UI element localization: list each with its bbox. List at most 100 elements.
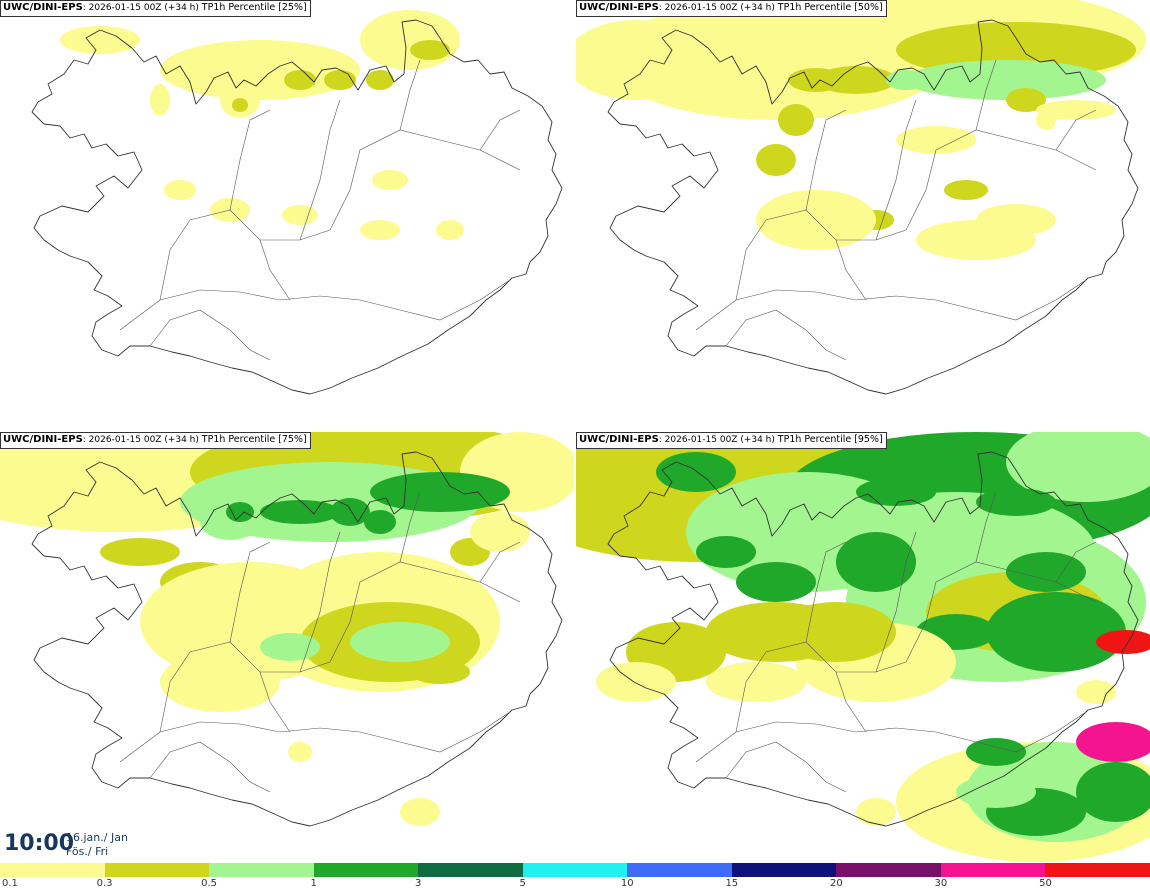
precip-region	[288, 742, 312, 762]
precip-region	[100, 538, 180, 566]
road-line	[875, 531, 917, 673]
valid-time: 10:00	[4, 831, 75, 856]
precip-map-svg	[0, 432, 574, 827]
precip-region	[944, 180, 988, 200]
legend-swatch	[627, 863, 732, 877]
percentile-label: [95%]	[854, 434, 883, 445]
road-line	[725, 741, 847, 793]
precip-region	[1076, 680, 1116, 704]
model-name: UWC/DINI-EPS	[3, 434, 83, 445]
model-name: UWC/DINI-EPS	[579, 2, 659, 13]
road-line	[149, 309, 271, 361]
run-info: 2026-01-15 00Z (+34 h)	[88, 435, 199, 445]
precip-region	[976, 204, 1056, 236]
precip-region	[696, 536, 756, 568]
legend-tick: 15	[725, 878, 739, 889]
precip-region	[976, 488, 1056, 516]
precip-region	[372, 170, 408, 190]
percentile-label: [50%]	[854, 2, 883, 13]
precip-region	[856, 478, 936, 506]
precip-region	[400, 798, 440, 826]
precip-region	[956, 776, 1036, 808]
precip-region	[856, 798, 896, 826]
run-info: 2026-01-15 00Z (+34 h)	[88, 3, 199, 13]
precip-region	[1006, 88, 1046, 112]
road-line	[299, 531, 341, 673]
precip-region	[976, 60, 1036, 80]
panel-title: UWC/DINI-EPS: 2026-01-15 00Z (+34 h) TP1…	[0, 432, 311, 449]
legend-swatch	[522, 863, 628, 877]
precip-map-svg	[31, 10, 563, 395]
road-line	[399, 491, 421, 563]
legend-swatch	[209, 863, 314, 877]
precip-region	[350, 622, 450, 662]
road-line	[875, 99, 917, 241]
road-line	[119, 711, 511, 763]
legend-tick-labels: 0.1 0.3 0.5 1 3 5 10 15 20 30 50	[0, 877, 1150, 891]
precip-region	[370, 472, 510, 512]
precip-region	[260, 633, 320, 661]
precip-region	[410, 40, 450, 60]
legend-tick: 20	[829, 878, 843, 889]
precip-region	[1036, 100, 1116, 120]
precip-region	[706, 662, 806, 702]
legend-swatch	[940, 863, 1046, 877]
precip-map-svg	[576, 0, 1146, 395]
legend-swatch	[731, 863, 837, 877]
coastline	[607, 451, 1139, 827]
precip-field	[0, 432, 574, 826]
legend-color-bar	[0, 863, 1150, 877]
map-panel-p50: UWC/DINI-EPS: 2026-01-15 00Z (+34 h) TP1…	[576, 0, 1150, 431]
precip-region	[324, 70, 356, 90]
legend-swatch	[313, 863, 419, 877]
model-name: UWC/DINI-EPS	[579, 434, 659, 445]
panel-title: UWC/DINI-EPS: 2026-01-15 00Z (+34 h) TP1…	[576, 432, 887, 449]
run-info: 2026-01-15 00Z (+34 h)	[664, 3, 775, 13]
precip-region	[836, 532, 916, 592]
map-panel-p95: UWC/DINI-EPS: 2026-01-15 00Z (+34 h) TP1…	[576, 432, 1150, 863]
map-panel-p25: UWC/DINI-EPS: 2026-01-15 00Z (+34 h) TP1…	[0, 0, 574, 431]
precip-region	[676, 88, 716, 112]
legend-tick: 50	[1039, 878, 1052, 889]
percentile-label: [25%]	[278, 2, 307, 13]
road-line	[159, 561, 521, 733]
precip-region	[410, 660, 470, 684]
precip-region	[896, 126, 976, 154]
precip-region	[1076, 722, 1150, 762]
precip-region	[282, 205, 318, 225]
precip-region	[232, 98, 248, 112]
precip-region	[160, 40, 360, 100]
precip-region	[1096, 630, 1150, 654]
precip-region	[1076, 762, 1150, 822]
valid-date-line1: 16.jan./ Jan	[66, 831, 128, 844]
field-name: TP1h Percentile	[777, 2, 852, 13]
precip-region	[596, 662, 676, 702]
precip-region	[736, 562, 816, 602]
road-line	[399, 59, 421, 131]
legend-tick: 0.1	[2, 878, 18, 889]
field-name: TP1h Percentile	[201, 434, 276, 445]
legend-swatch	[1045, 863, 1150, 877]
legend-tick: 10	[620, 878, 634, 889]
coastline	[607, 19, 1139, 395]
precip-region	[226, 502, 254, 522]
road-line	[479, 541, 521, 583]
percentile-label: [75%]	[278, 434, 307, 445]
road-line	[259, 239, 291, 301]
precip-region	[150, 84, 170, 116]
coastline	[31, 451, 563, 827]
precip-region	[756, 144, 796, 176]
legend-swatch	[836, 863, 941, 877]
road-line	[1055, 541, 1097, 583]
road-line	[259, 671, 291, 733]
precip-region	[366, 70, 394, 90]
road-line	[805, 109, 847, 211]
legend-tick: 30	[934, 878, 948, 889]
road-line	[835, 239, 867, 301]
valid-time-box: 10:00 16.jan./ Jan Fös./ Fri	[0, 827, 140, 863]
legend-swatch	[418, 863, 523, 877]
legend-tick: 1	[310, 878, 317, 889]
road-line	[229, 109, 271, 211]
map-panel-p75: UWC/DINI-EPS: 2026-01-15 00Z (+34 h) TP1…	[0, 432, 574, 863]
precip-region	[164, 180, 196, 200]
